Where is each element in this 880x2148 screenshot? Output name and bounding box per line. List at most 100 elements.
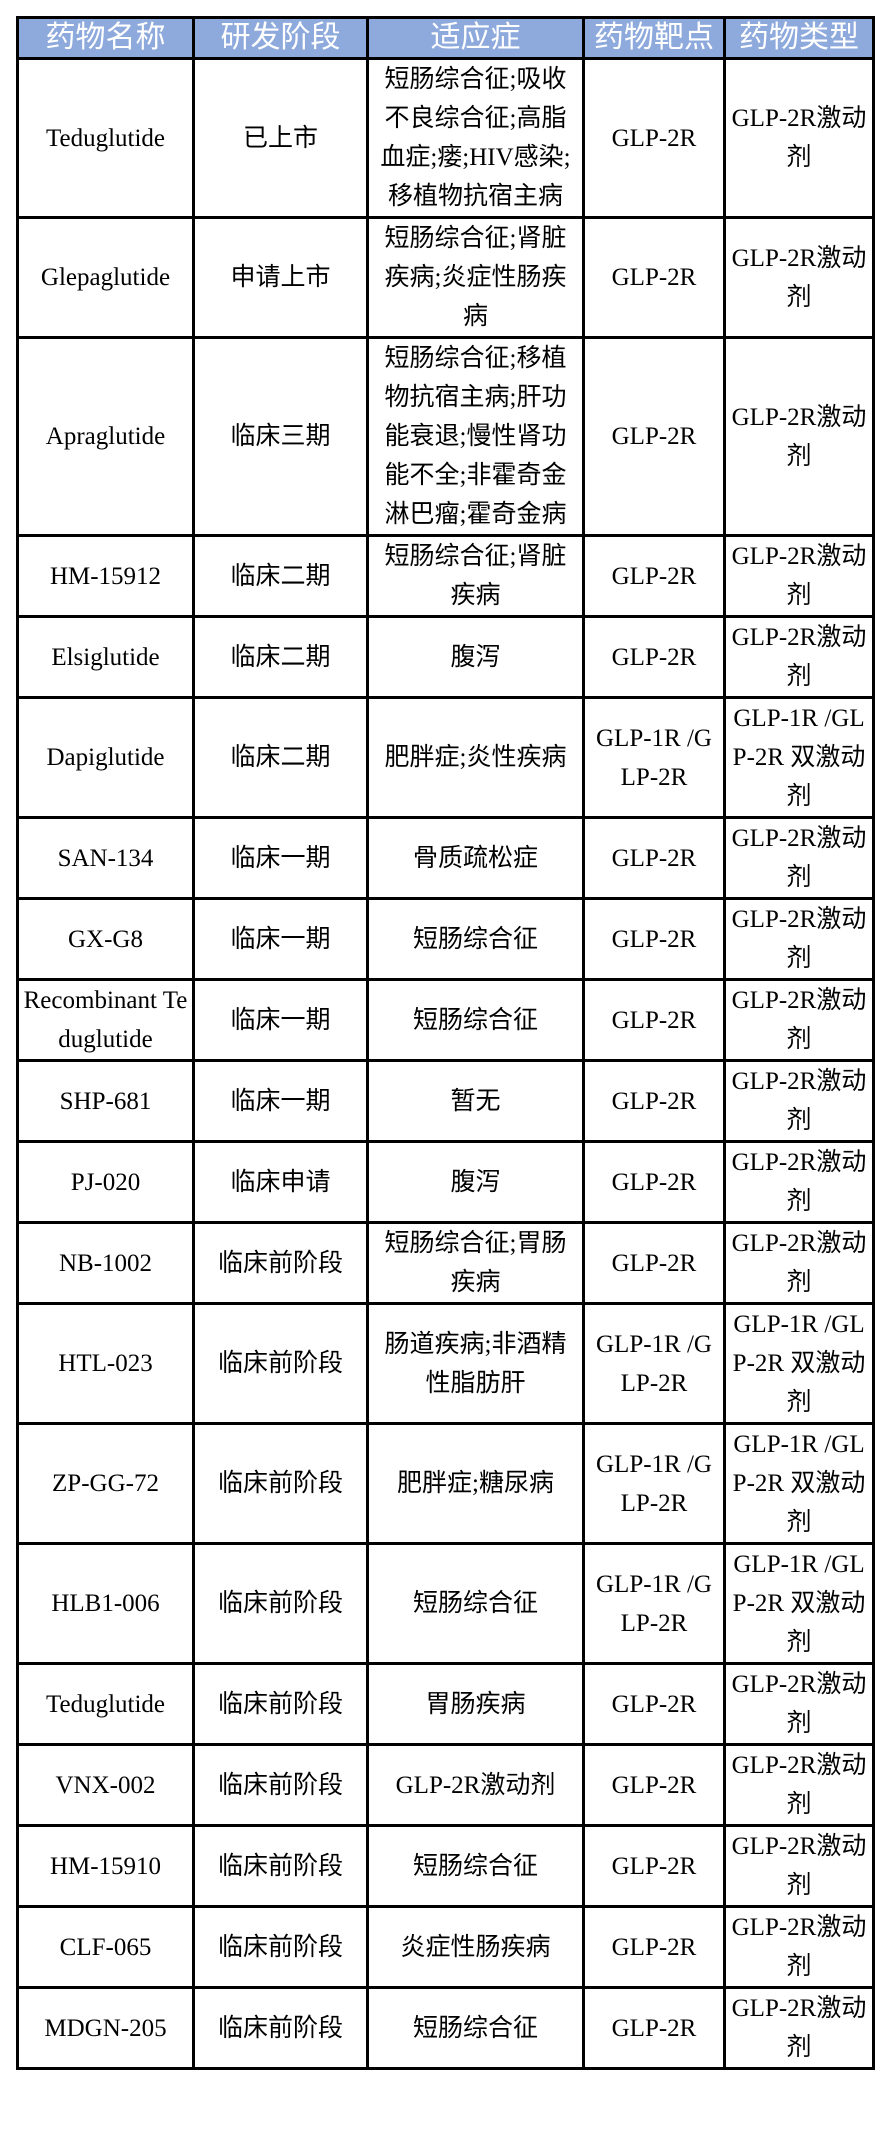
cell-indication: 骨质疏松症 (366, 816, 585, 900)
cell-drug-name: SHP-681 (16, 1059, 195, 1143)
cell-drug-name: CLF-065 (16, 1905, 195, 1989)
cell-drug-name: Dapiglutide (16, 696, 195, 819)
cell-drug-name: Glepaglutide (16, 216, 195, 339)
cell-drug-type: GLP-2R激动剂 (723, 1140, 875, 1224)
cell-target: GLP-2R (582, 816, 726, 900)
table-row: Recombinant Teduglutide 临床一期 短肠综合征 GLP-2R GL… (16, 978, 875, 1062)
cell-drug-name: MDGN-205 (16, 1986, 195, 2070)
cell-indication: 短肠综合征;吸收不良综合征;高脂血症;瘘;HIV感染;移植物抗宿主病 (366, 57, 585, 219)
cell-stage: 临床一期 (192, 897, 369, 981)
table-row: SAN-134 临床一期 骨质疏松症 GLP-2R GLP-2R激动剂 (16, 816, 875, 900)
cell-drug-type: GLP-1R /GLP-2R 双激动剂 (723, 1302, 875, 1425)
cell-drug-type: GLP-1R /GLP-2R 双激动剂 (723, 696, 875, 819)
cell-target: GLP-2R (582, 336, 726, 537)
cell-stage: 临床一期 (192, 1059, 369, 1143)
cell-indication: 炎症性肠疾病 (366, 1905, 585, 1989)
cell-indication: 胃肠疾病 (366, 1662, 585, 1746)
cell-target: GLP-2R (582, 897, 726, 981)
cell-indication: 肠道疾病;非酒精性脂肪肝 (366, 1302, 585, 1425)
cell-stage: 临床前阶段 (192, 1221, 369, 1305)
header-drug-name: 药物名称 (16, 16, 195, 60)
header-stage: 研发阶段 (192, 16, 369, 60)
cell-stage: 临床三期 (192, 336, 369, 537)
header-drug-type: 药物类型 (723, 16, 875, 60)
cell-indication: 短肠综合征 (366, 1986, 585, 2070)
cell-indication: 短肠综合征 (366, 1542, 585, 1665)
cell-indication: 短肠综合征 (366, 1824, 585, 1908)
cell-indication: 肥胖症;炎性疾病 (366, 696, 585, 819)
cell-drug-name: VNX-002 (16, 1743, 195, 1827)
cell-target: GLP-2R (582, 1140, 726, 1224)
cell-target: GLP-2R (582, 57, 726, 219)
table-row: Dapiglutide 临床二期 肥胖症;炎性疾病 GLP-1R /GLP-2R GLP… (16, 696, 875, 819)
cell-drug-name: Teduglutide (16, 57, 195, 219)
cell-drug-name: HM-15912 (16, 534, 195, 618)
cell-drug-type: GLP-2R激动剂 (723, 1824, 875, 1908)
cell-stage: 临床前阶段 (192, 1905, 369, 1989)
cell-drug-type: GLP-2R激动剂 (723, 1662, 875, 1746)
cell-drug-type: GLP-2R激动剂 (723, 57, 875, 219)
cell-drug-name: HTL-023 (16, 1302, 195, 1425)
cell-target: GLP-2R (582, 1059, 726, 1143)
table-row: Teduglutide 已上市 短肠综合征;吸收不良综合征;高脂血症;瘘;HIV感染… (16, 57, 875, 219)
cell-stage: 临床前阶段 (192, 1743, 369, 1827)
table-row: Teduglutide 临床前阶段 胃肠疾病 GLP-2R GLP-2R激动剂 (16, 1662, 875, 1746)
cell-indication: 肥胖症;糖尿病 (366, 1422, 585, 1545)
table-row: NB-1002 临床前阶段 短肠综合征;胃肠疾病 GLP-2R GLP-2R激动剂 (16, 1221, 875, 1305)
cell-target: GLP-2R (582, 978, 726, 1062)
cell-target: GLP-1R /GLP-2R (582, 1302, 726, 1425)
cell-drug-name: Teduglutide (16, 1662, 195, 1746)
table-row: ZP-GG-72 临床前阶段 肥胖症;糖尿病 GLP-1R /GLP-2R GLP-1R… (16, 1422, 875, 1545)
cell-stage: 临床二期 (192, 696, 369, 819)
cell-indication: 短肠综合征 (366, 897, 585, 981)
cell-target: GLP-2R (582, 1743, 726, 1827)
cell-drug-type: GLP-2R激动剂 (723, 897, 875, 981)
cell-stage: 临床二期 (192, 534, 369, 618)
cell-drug-type: GLP-2R激动剂 (723, 1059, 875, 1143)
cell-indication: 短肠综合征;胃肠疾病 (366, 1221, 585, 1305)
cell-target: GLP-2R (582, 534, 726, 618)
cell-stage: 临床申请 (192, 1140, 369, 1224)
table-row: GX-G8 临床一期 短肠综合征 GLP-2R GLP-2R激动剂 (16, 897, 875, 981)
cell-drug-type: GLP-2R激动剂 (723, 615, 875, 699)
cell-stage: 临床前阶段 (192, 1824, 369, 1908)
table-row: HLB1-006 临床前阶段 短肠综合征 GLP-1R /GLP-2R GLP-1R /… (16, 1542, 875, 1665)
cell-target: GLP-2R (582, 1824, 726, 1908)
cell-indication: 腹泻 (366, 1140, 585, 1224)
cell-drug-type: GLP-2R激动剂 (723, 1743, 875, 1827)
cell-target: GLP-1R /GLP-2R (582, 1542, 726, 1665)
cell-drug-name: HM-15910 (16, 1824, 195, 1908)
cell-drug-type: GLP-2R激动剂 (723, 1986, 875, 2070)
cell-target: GLP-2R (582, 615, 726, 699)
table-row: Elsiglutide 临床二期 腹泻 GLP-2R GLP-2R激动剂 (16, 615, 875, 699)
cell-target: GLP-2R (582, 1221, 726, 1305)
drug-pipeline-table: 药物名称 研发阶段 适应症 药物靶点 药物类型 Teduglutide 已上市 短肠综合征;… (16, 16, 875, 2070)
cell-drug-type: GLP-2R激动剂 (723, 816, 875, 900)
table-row: HM-15912 临床二期 短肠综合征;肾脏疾病 GLP-2R GLP-2R激动剂 (16, 534, 875, 618)
cell-target: GLP-1R /GLP-2R (582, 696, 726, 819)
table-row: MDGN-205 临床前阶段 短肠综合征 GLP-2R GLP-2R激动剂 (16, 1986, 875, 2070)
cell-drug-name: ZP-GG-72 (16, 1422, 195, 1545)
cell-indication: GLP-2R激动剂 (366, 1743, 585, 1827)
table-row: HM-15910 临床前阶段 短肠综合征 GLP-2R GLP-2R激动剂 (16, 1824, 875, 1908)
table-row: PJ-020 临床申请 腹泻 GLP-2R GLP-2R激动剂 (16, 1140, 875, 1224)
cell-indication: 短肠综合征;肾脏疾病 (366, 534, 585, 618)
cell-drug-type: GLP-2R激动剂 (723, 978, 875, 1062)
cell-stage: 临床前阶段 (192, 1422, 369, 1545)
cell-drug-name: Elsiglutide (16, 615, 195, 699)
header-target: 药物靶点 (582, 16, 726, 60)
cell-drug-type: GLP-1R /GLP-2R 双激动剂 (723, 1422, 875, 1545)
cell-drug-type: GLP-2R激动剂 (723, 1221, 875, 1305)
cell-stage: 临床前阶段 (192, 1302, 369, 1425)
cell-target: GLP-1R /GLP-2R (582, 1422, 726, 1545)
cell-drug-name: PJ-020 (16, 1140, 195, 1224)
cell-drug-type: GLP-2R激动剂 (723, 336, 875, 537)
cell-stage: 临床一期 (192, 978, 369, 1062)
cell-indication: 暂无 (366, 1059, 585, 1143)
cell-indication: 短肠综合征 (366, 978, 585, 1062)
cell-stage: 已上市 (192, 57, 369, 219)
cell-drug-name: Recombinant Teduglutide (16, 978, 195, 1062)
cell-target: GLP-2R (582, 1986, 726, 2070)
cell-target: GLP-2R (582, 1905, 726, 1989)
header-row: 药物名称 研发阶段 适应症 药物靶点 药物类型 (16, 16, 875, 60)
